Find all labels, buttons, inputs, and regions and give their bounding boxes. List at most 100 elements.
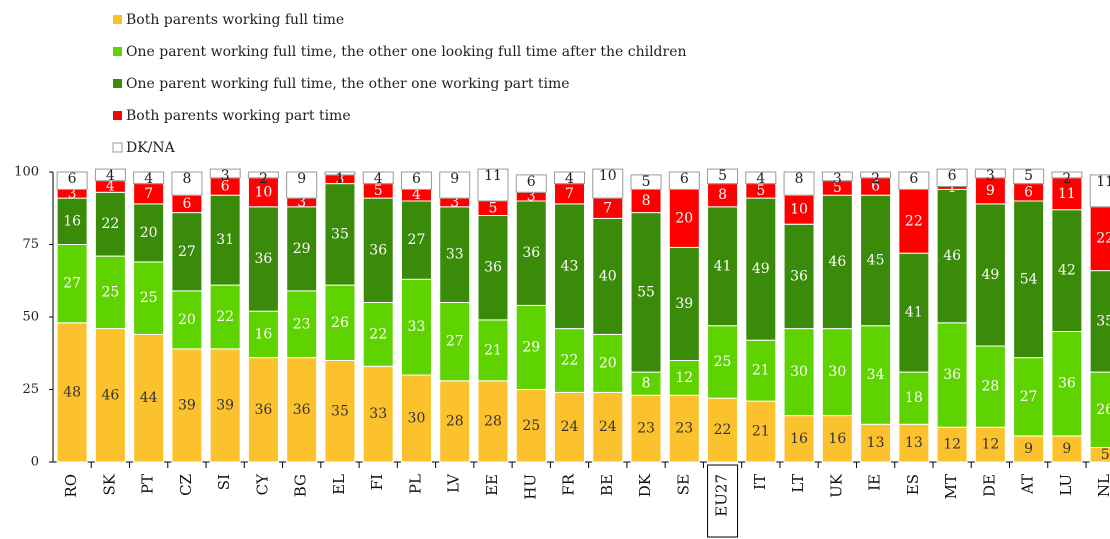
value-label: 33 xyxy=(408,319,426,335)
x-tick-label: MT xyxy=(942,474,960,499)
value-label: 3 xyxy=(986,168,995,184)
value-label: 6 xyxy=(182,196,191,212)
x-tick-label: EL xyxy=(330,474,348,495)
value-label: 6 xyxy=(948,168,957,184)
value-label: 33 xyxy=(446,247,464,263)
value-label: 33 xyxy=(369,406,387,422)
value-label: 36 xyxy=(1058,376,1076,392)
legend-label: DK/NA xyxy=(126,140,176,156)
value-label: 6 xyxy=(1024,184,1033,200)
value-label: 3 xyxy=(221,168,230,184)
value-label: 3 xyxy=(833,171,842,187)
legend-label: One parent working full time, the other … xyxy=(126,44,687,60)
bar-segment xyxy=(209,348,241,463)
value-label: 26 xyxy=(331,315,349,331)
value-label: 36 xyxy=(790,268,808,284)
value-label: 25 xyxy=(140,290,158,306)
value-label: 22 xyxy=(101,216,119,232)
bar-segment xyxy=(94,255,126,330)
value-label: 9 xyxy=(1062,441,1071,457)
value-label: 46 xyxy=(943,248,961,264)
bar-segment xyxy=(400,200,432,280)
bar-segment xyxy=(783,171,815,196)
bar-segment xyxy=(1089,174,1110,208)
bar-segment xyxy=(247,357,279,463)
bar-segment xyxy=(974,426,1006,463)
x-tick-label: RO xyxy=(62,474,80,498)
legend-swatch xyxy=(113,111,122,120)
bar-segment xyxy=(286,357,318,463)
value-label: 16 xyxy=(255,326,273,342)
value-label: 22 xyxy=(216,309,234,325)
value-label: 11 xyxy=(1096,174,1110,190)
value-label: 8 xyxy=(642,193,651,209)
x-tick-label: AT xyxy=(1019,474,1037,495)
bar-segment xyxy=(439,380,471,463)
value-label: 1 xyxy=(948,180,957,196)
value-label: 30 xyxy=(408,411,426,427)
bar-segment xyxy=(898,171,930,190)
bar-segment xyxy=(439,171,471,199)
value-label: 6 xyxy=(680,171,689,187)
bar-segment xyxy=(554,203,586,330)
value-label: 22 xyxy=(561,353,579,369)
value-label: 24 xyxy=(599,419,617,435)
value-label: 54 xyxy=(1020,271,1038,287)
y-tick-label: 50 xyxy=(22,310,39,325)
legend-swatch xyxy=(112,142,123,153)
bar-segment xyxy=(209,284,241,350)
x-tick-label: CY xyxy=(253,473,271,495)
value-label: 12 xyxy=(943,437,961,453)
value-label: 5 xyxy=(374,183,383,199)
value-label: 40 xyxy=(599,268,617,284)
value-label: 30 xyxy=(790,364,808,380)
bar-segment xyxy=(592,217,624,335)
bar-segment xyxy=(1013,168,1045,185)
bar-segment xyxy=(821,194,853,330)
value-label: 22 xyxy=(905,213,923,229)
value-label: 6 xyxy=(909,171,918,187)
value-label: 36 xyxy=(943,367,961,383)
value-label: 27 xyxy=(63,276,81,292)
value-label: 23 xyxy=(293,316,311,332)
bar-segment xyxy=(745,171,777,185)
value-label: 4 xyxy=(756,171,765,187)
bar-segment xyxy=(974,177,1006,205)
bar-segment xyxy=(974,168,1006,179)
bar-segment xyxy=(630,174,662,190)
bar-segment xyxy=(171,212,203,292)
bar-segment xyxy=(707,325,739,399)
value-label: 36 xyxy=(369,242,387,258)
value-label: 13 xyxy=(905,435,923,451)
bar-segment xyxy=(209,168,241,179)
value-label: 28 xyxy=(446,413,464,429)
value-label: 5 xyxy=(1024,168,1033,184)
value-label: 36 xyxy=(484,260,502,276)
legend-label: Both parents working full time xyxy=(126,12,344,28)
value-label: 9 xyxy=(297,171,306,187)
value-label: 4 xyxy=(374,171,383,187)
value-label: 4 xyxy=(106,179,115,195)
value-label: 35 xyxy=(1096,313,1110,329)
bar-segment xyxy=(707,397,739,463)
bar-segment xyxy=(592,391,624,463)
value-label: 5 xyxy=(756,183,765,199)
bar-segment xyxy=(56,322,88,463)
value-label: 31 xyxy=(216,232,234,248)
value-label: 25 xyxy=(522,418,540,434)
value-label: 34 xyxy=(867,367,885,383)
bar-segment xyxy=(554,171,586,185)
value-label: 36 xyxy=(293,402,311,418)
value-label: 9 xyxy=(986,183,995,199)
bar-segment xyxy=(668,360,700,396)
value-label: 8 xyxy=(642,376,651,392)
bar-segment xyxy=(247,310,279,359)
bar-segment xyxy=(247,206,279,312)
value-label: 5 xyxy=(642,174,651,190)
bar-segment xyxy=(936,188,968,324)
value-label: 55 xyxy=(637,284,655,300)
value-label: 12 xyxy=(675,370,693,386)
value-label: 29 xyxy=(522,339,540,355)
value-label: 26 xyxy=(1096,402,1110,418)
bar-segment xyxy=(630,212,662,373)
